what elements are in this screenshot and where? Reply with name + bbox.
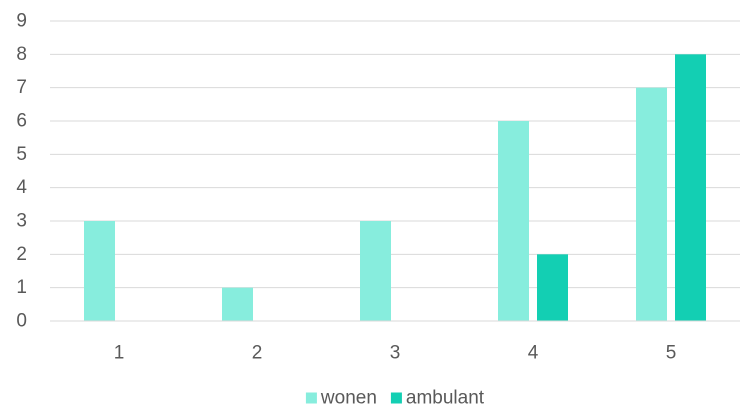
y-tick-label: 8 [16,44,27,65]
legend-label-wonen: wonen [320,388,377,409]
y-tick-label: 9 [16,11,27,32]
bar-wonen-4 [498,121,529,321]
bar-wonen-1 [84,221,115,321]
gridlines [50,20,740,322]
x-tick-label: 2 [252,343,263,364]
y-tick-label: 6 [16,111,27,132]
bars [84,54,706,322]
x-tick-label: 1 [114,343,125,364]
y-tick-label: 1 [16,277,27,298]
y-tick-label: 7 [16,77,27,98]
bar-wonen-2 [222,287,253,321]
legend-label-ambulant: ambulant [406,388,485,409]
bar-ambulant-5 [675,54,706,321]
legend-swatch-ambulant [390,392,402,404]
y-tick-label: 5 [16,144,27,165]
x-tick-label: 4 [528,343,539,364]
x-axis-ticks: 1 2 3 4 5 [114,343,677,364]
y-tick-label: 0 [16,311,27,332]
y-tick-label: 4 [16,177,27,198]
y-tick-label: 3 [16,211,27,232]
y-axis-ticks: 0 1 2 3 4 5 6 7 8 9 [16,11,27,332]
bar-wonen-3 [360,221,391,321]
legend-swatch-wonen [305,392,317,404]
y-tick-label: 2 [16,244,27,265]
x-tick-label: 3 [390,343,401,364]
bar-ambulant-4 [537,254,568,321]
bar-wonen-5 [636,87,667,322]
legend: wonen ambulant [305,388,485,409]
x-tick-label: 5 [666,343,677,364]
